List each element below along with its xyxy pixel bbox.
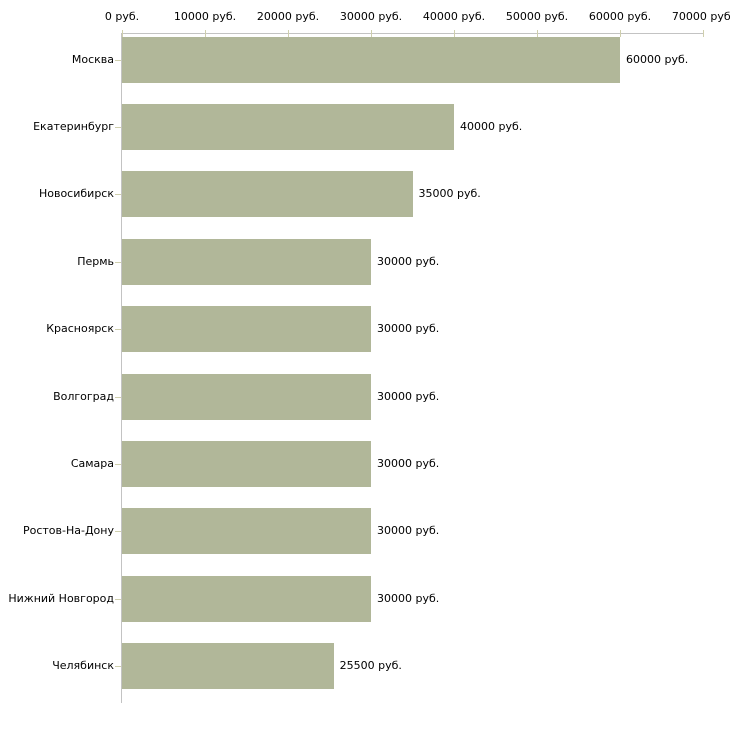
y-axis-tick-mark xyxy=(115,261,121,263)
value-label: 60000 руб. xyxy=(626,52,689,66)
y-axis-tick-mark xyxy=(115,531,121,533)
x-axis-tick-mark xyxy=(205,30,206,37)
value-label: 30000 руб. xyxy=(377,456,440,470)
category-label: Самара xyxy=(70,456,114,470)
bar xyxy=(122,103,454,150)
x-axis-tick-label: 10000 руб. xyxy=(173,10,237,23)
bar xyxy=(122,238,371,285)
bar-row: Пермь 30000 руб. xyxy=(0,236,730,303)
value-label: 40000 руб. xyxy=(460,119,523,133)
x-axis-tick-mark xyxy=(703,30,704,37)
bar-row: Ростов-На-Дону 30000 руб. xyxy=(0,505,730,572)
category-label: Волгоград xyxy=(53,389,114,403)
bar-row: Нижний Новгород 30000 руб. xyxy=(0,573,730,640)
bar-row: Волгоград 30000 руб. xyxy=(0,371,730,438)
bar xyxy=(122,306,371,353)
bar-row: Челябинск 25500 руб. xyxy=(0,640,730,707)
x-axis-tick-mark xyxy=(288,30,289,37)
category-label: Москва xyxy=(71,52,114,66)
y-axis-tick-mark xyxy=(115,598,121,600)
x-axis-tick-label: 0 руб. xyxy=(104,10,140,23)
bar xyxy=(122,508,371,555)
y-axis-tick-mark xyxy=(115,194,121,196)
x-axis-tick-label: 30000 руб. xyxy=(339,10,403,23)
value-label: 30000 руб. xyxy=(377,524,440,538)
y-axis-tick-mark xyxy=(115,666,121,668)
x-axis-tick-label: 70000 руб. xyxy=(671,10,730,23)
x-axis-tick-label: 60000 руб. xyxy=(588,10,652,23)
bar-row: Екатеринбург 40000 руб. xyxy=(0,101,730,168)
category-label: Екатеринбург xyxy=(33,119,114,133)
category-label: Пермь xyxy=(77,254,114,268)
y-axis-tick-mark xyxy=(115,396,121,398)
category-label: Ростов-На-Дону xyxy=(22,524,114,538)
bar xyxy=(122,643,334,690)
y-axis-line xyxy=(121,33,122,703)
x-axis-tick-label: 50000 руб. xyxy=(505,10,569,23)
bar-row: Самара 30000 руб. xyxy=(0,438,730,505)
bar-row: Новосибирск 35000 руб. xyxy=(0,168,730,235)
value-label: 30000 руб. xyxy=(377,389,440,403)
value-label: 30000 руб. xyxy=(377,322,440,336)
y-axis-tick-mark xyxy=(115,126,121,128)
value-label: 30000 руб. xyxy=(377,254,440,268)
x-axis-tick-label: 40000 руб. xyxy=(422,10,486,23)
category-label: Новосибирск xyxy=(38,187,114,201)
x-axis-tick-mark xyxy=(620,30,621,37)
x-axis-line xyxy=(122,33,704,34)
x-axis-tick-label: 20000 руб. xyxy=(256,10,320,23)
value-label: 30000 руб. xyxy=(377,591,440,605)
value-label: 35000 руб. xyxy=(418,187,481,201)
bar xyxy=(122,575,371,622)
x-axis-tick-mark xyxy=(454,30,455,37)
bar xyxy=(122,36,620,83)
bar xyxy=(122,171,413,218)
bar xyxy=(122,440,371,487)
category-label: Челябинск xyxy=(52,659,114,673)
x-axis-tick-mark xyxy=(371,30,372,37)
category-label: Нижний Новгород xyxy=(8,591,114,605)
bar xyxy=(122,373,371,420)
x-axis-tick-mark xyxy=(122,30,123,37)
x-axis-tick-mark xyxy=(537,30,538,37)
y-axis-tick-mark xyxy=(115,463,121,465)
value-label: 25500 руб. xyxy=(339,659,402,673)
y-axis-tick-mark xyxy=(115,59,121,61)
bar-row: Москва 60000 руб. xyxy=(0,34,730,101)
bar-row: Красноярск 30000 руб. xyxy=(0,303,730,370)
category-label: Красноярск xyxy=(46,322,114,336)
y-axis-tick-mark xyxy=(115,329,121,331)
